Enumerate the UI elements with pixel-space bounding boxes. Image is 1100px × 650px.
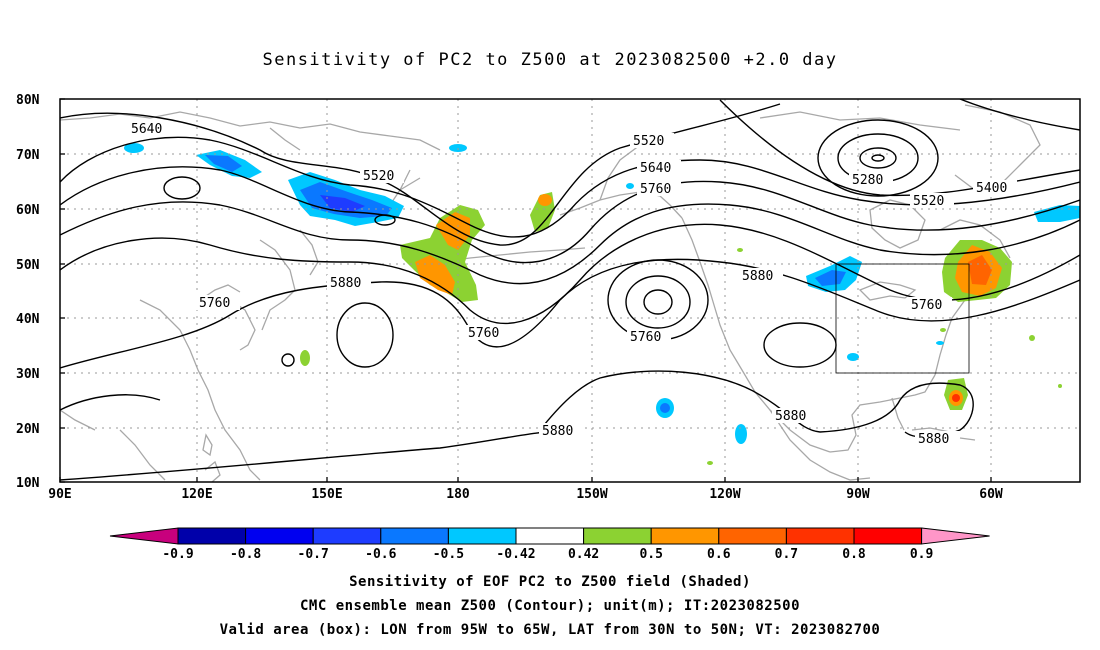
contour-label: 5760: [627, 329, 671, 345]
contour-label: 5640: [128, 121, 172, 137]
colorbar-right-tip: [921, 527, 990, 545]
contour-label: 5880: [739, 268, 783, 284]
svg-text:5760: 5760: [199, 296, 230, 311]
colorbar-segment: [583, 527, 652, 545]
svg-text:5880: 5880: [918, 432, 949, 447]
contour-label: 5760: [465, 325, 509, 341]
lon-label: 120W: [709, 487, 740, 502]
sensitivity-shading: [124, 143, 1080, 465]
colorbar-segment: [380, 527, 449, 545]
svg-text:5640: 5640: [131, 122, 162, 137]
svg-text:5400: 5400: [976, 181, 1007, 196]
svg-text:5640: 5640: [640, 161, 671, 176]
colorbar-segment: [447, 527, 517, 545]
colorbar-left-tip: [109, 527, 179, 545]
lon-label: 180: [446, 487, 470, 502]
lat-label: 40N: [16, 312, 40, 327]
svg-text:5760: 5760: [911, 298, 942, 313]
colorbar-label: 0.9: [910, 547, 933, 562]
colorbar-segment: [785, 527, 855, 545]
lon-label: 60W: [979, 487, 1003, 502]
colorbar-segment: [245, 527, 314, 545]
contour-label: 5880: [772, 408, 816, 424]
svg-text:5880: 5880: [742, 269, 773, 284]
colorbar-label: -0.8: [230, 547, 261, 562]
contour-label: 5760: [637, 181, 681, 197]
contour-label: 5880: [327, 275, 371, 291]
contour-label: 5520: [910, 193, 954, 209]
contour-label: 5520: [630, 133, 674, 149]
lat-label: 70N: [16, 148, 40, 163]
colorbar-label: 0.6: [707, 547, 731, 562]
svg-text:5880: 5880: [330, 276, 361, 291]
colorbar-segment: [177, 527, 247, 545]
contour-label: 5880: [915, 431, 959, 447]
colorbar-segment: [853, 527, 923, 545]
svg-text:5280: 5280: [852, 173, 883, 188]
z500-contours: [60, 99, 1080, 481]
lon-label: 150E: [311, 487, 342, 502]
caption-line-2: CMC ensemble mean Z500 (Contour); unit(m…: [299, 598, 800, 614]
caption-line-3: Valid area (box): LON from 95W to 65W, L…: [219, 622, 881, 638]
colorbar-segment: [515, 527, 585, 545]
svg-text:5760: 5760: [640, 182, 671, 197]
svg-text:5520: 5520: [363, 169, 394, 184]
svg-text:5760: 5760: [630, 330, 661, 345]
axis-ticks: [59, 98, 992, 483]
svg-text:5520: 5520: [913, 194, 944, 209]
colorbar: -0.9 -0.8 -0.7 -0.6 -0.5 -0.42 0.42 0.5 0.6 0.7 0.…: [109, 527, 990, 562]
colorbar-label: -0.6: [365, 547, 396, 562]
colorbar-label: 0.7: [775, 547, 798, 562]
caption-line-1: Sensitivity of EOF PC2 to Z500 field (Sh…: [349, 574, 751, 590]
colorbar-label: -0.7: [298, 547, 329, 562]
colorbar-segment: [718, 527, 787, 545]
lat-label: 30N: [16, 367, 40, 382]
contour-label: 5640: [637, 160, 681, 176]
lat-lon-grid: [60, 99, 1080, 482]
coastlines: [60, 104, 1041, 482]
contour-label: 5400: [973, 180, 1017, 196]
contour-label: 5760: [196, 295, 240, 311]
lat-label: 60N: [16, 203, 40, 218]
colorbar-segment: [312, 527, 382, 545]
contour-label: 5880: [539, 423, 583, 439]
contour-label: 5760: [908, 297, 952, 313]
colorbar-label: 0.8: [842, 547, 866, 562]
colorbar-label: 0.42: [568, 547, 599, 562]
lat-label: 80N: [16, 93, 40, 108]
lon-label: 150W: [576, 487, 607, 502]
colorbar-label: -0.5: [433, 547, 464, 562]
colorbar-label: -0.42: [496, 547, 535, 562]
svg-text:5880: 5880: [775, 409, 806, 424]
valid-area-box: [835, 263, 970, 374]
contour-label: 5520: [360, 168, 404, 184]
svg-text:5880: 5880: [542, 424, 573, 439]
lon-label: 120E: [181, 487, 212, 502]
lon-labels: 90E 120E 150E 180 150W 120W 90W 60W: [48, 487, 1003, 502]
svg-text:5520: 5520: [633, 134, 664, 149]
lat-label: 10N: [16, 476, 40, 491]
page-title: Sensitivity of PC2 to Z500 at 2023082500…: [262, 50, 838, 70]
lat-label: 50N: [16, 258, 40, 273]
colorbar-segment: [650, 527, 720, 545]
lon-label: 90W: [846, 487, 870, 502]
contour-labels: 5640 5520 5520 5640 5760 5280 5400 5520 …: [128, 121, 1017, 447]
colorbar-label: -0.9: [162, 547, 193, 562]
lon-label: 90E: [48, 487, 71, 502]
lat-label: 20N: [16, 422, 40, 437]
svg-text:5760: 5760: [468, 326, 499, 341]
lat-labels: 80N 70N 60N 50N 40N 30N 20N 10N: [16, 93, 40, 491]
plot-frame: [59, 98, 1081, 483]
colorbar-label: 0.5: [639, 547, 662, 562]
contour-label: 5280: [849, 172, 893, 188]
